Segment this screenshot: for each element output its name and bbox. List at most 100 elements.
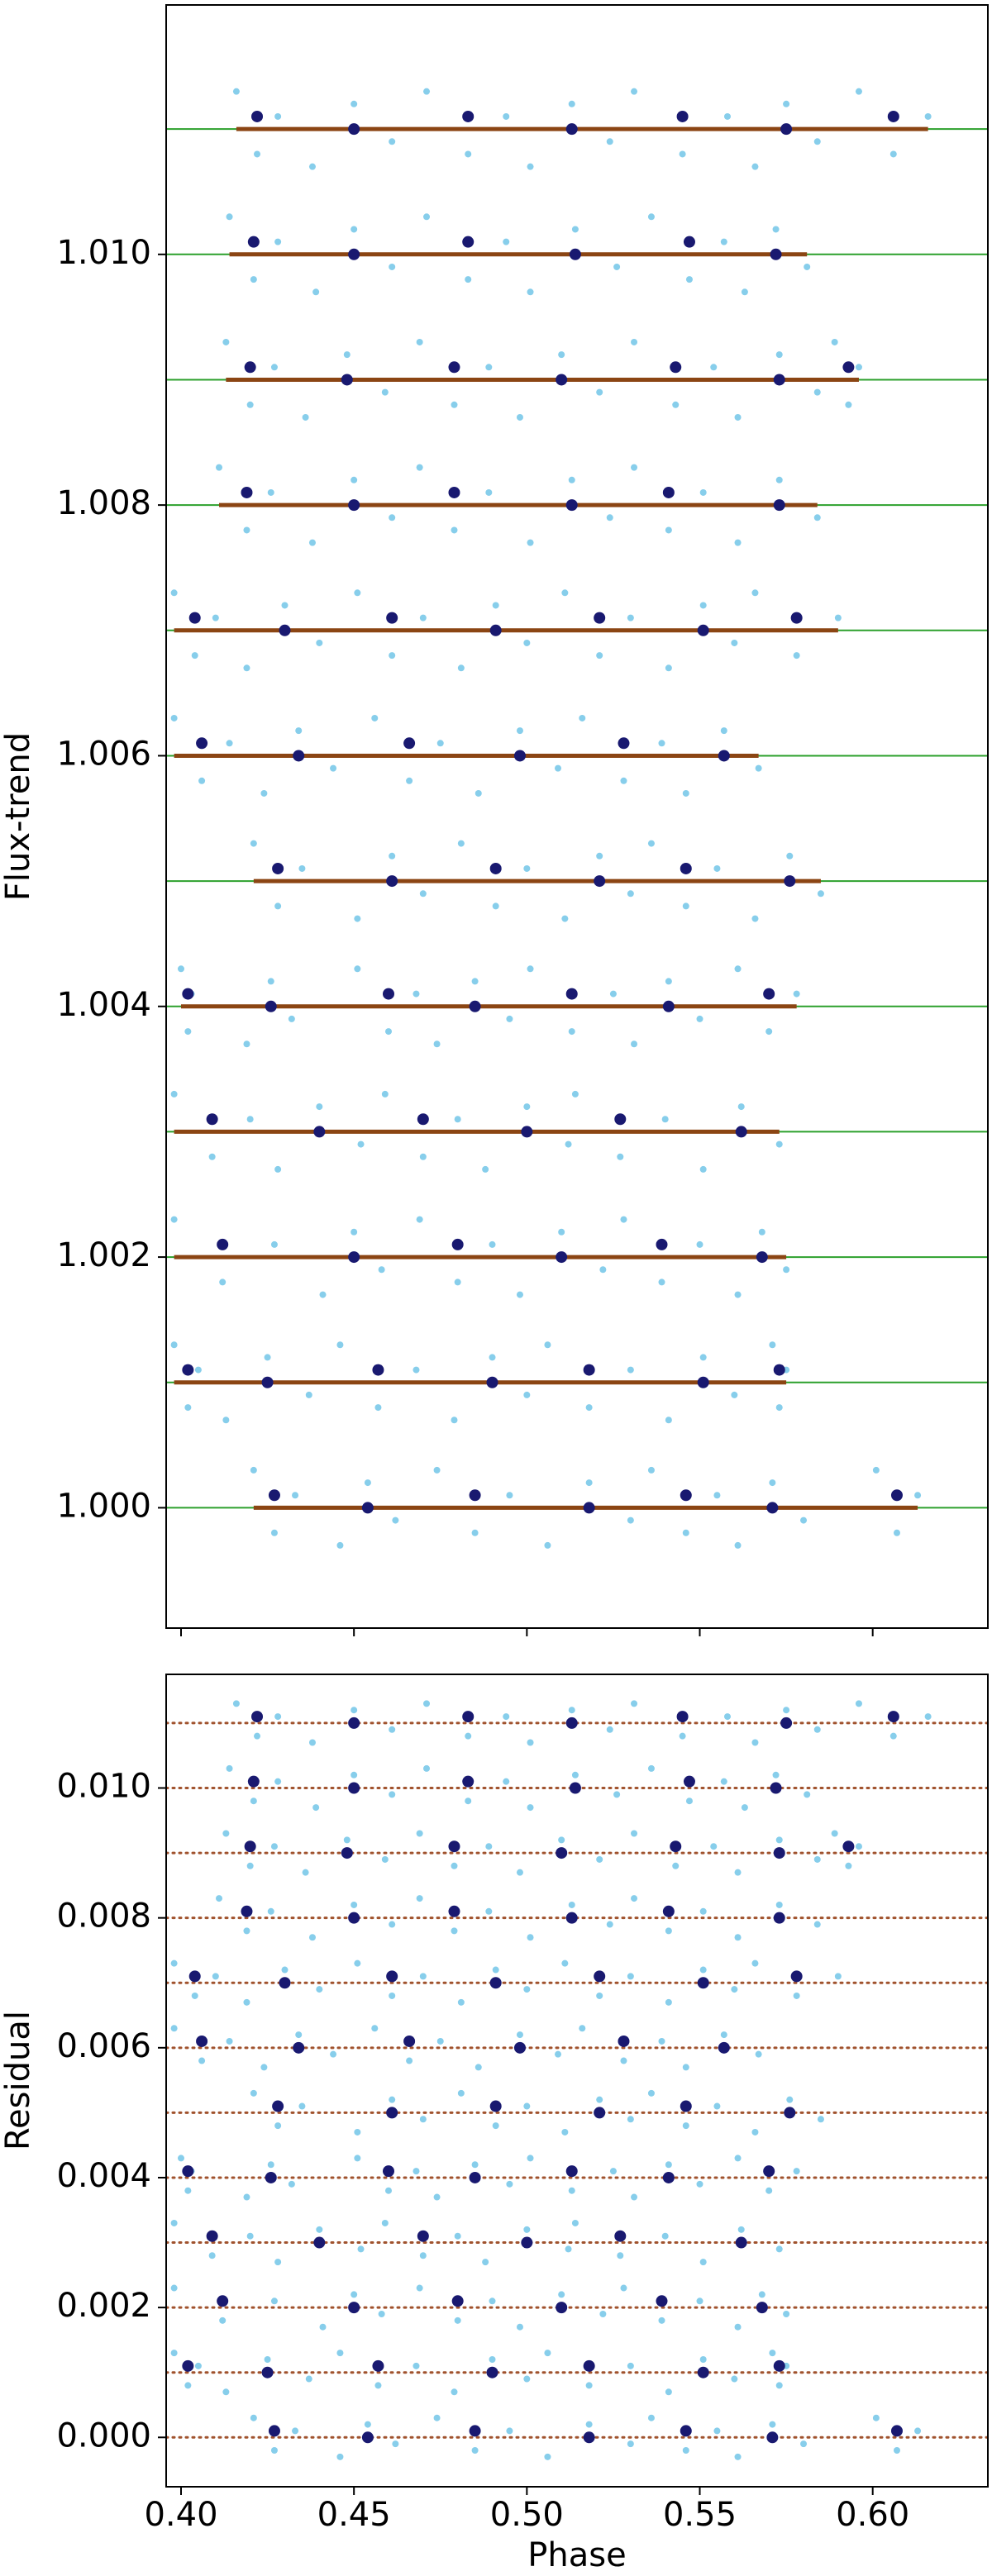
data-point [170, 2219, 178, 2226]
data-point [448, 486, 460, 498]
data-point [527, 1739, 534, 1746]
data-point [392, 2440, 399, 2448]
data-point [351, 1228, 358, 1236]
data-point [243, 1998, 250, 2006]
data-point [682, 2064, 689, 2071]
data-point [658, 1278, 665, 1286]
data-point [489, 2100, 502, 2112]
data-point [770, 1782, 782, 1794]
data-point [206, 1113, 218, 1126]
data-point [647, 1466, 655, 1474]
data-point [544, 1541, 551, 1549]
data-point [354, 2155, 361, 2162]
data-point [423, 1764, 431, 1772]
panel: 0.000 0.002 0.004 0.006 0.008 0.010 0.40 0.45 0.… [0, 1674, 989, 2574]
data-point [568, 2187, 575, 2194]
data-point [212, 1973, 219, 1980]
data-point [489, 1977, 502, 1989]
data-point [457, 2089, 465, 2097]
data-point [565, 499, 578, 512]
data-point [544, 2453, 551, 2460]
data-point [348, 499, 360, 512]
data-point [246, 401, 254, 408]
data-point [448, 1840, 460, 1853]
data-point [741, 1804, 748, 1812]
data-point [308, 1934, 316, 1941]
data-point [357, 1140, 365, 1148]
data-point [720, 1778, 727, 1785]
panel: 1.000 1.002 1.004 1.006 1.008 1.010 Flux-trend [0, 4, 989, 1636]
data-point [606, 514, 613, 521]
data-point [489, 2355, 496, 2363]
data-point [784, 2107, 796, 2119]
data-point [244, 361, 256, 374]
data-point [682, 902, 689, 910]
data-point [554, 2050, 561, 2058]
data-point [817, 890, 824, 898]
data-point [751, 163, 759, 170]
y-tick-label: 0.010 [56, 1768, 151, 1806]
data-point [272, 862, 284, 874]
data-point [188, 1970, 201, 1983]
data-point [775, 1901, 783, 1908]
data-point [813, 1921, 821, 1928]
data-point [544, 2350, 551, 2357]
data-point [568, 1028, 575, 1036]
data-point [613, 263, 621, 270]
data-point [382, 988, 394, 1000]
data-point [665, 2388, 672, 2396]
data-point [793, 1992, 800, 1999]
data-point [351, 1771, 358, 1778]
data-point [658, 740, 665, 747]
data-point [492, 1966, 499, 1974]
data-point [475, 2064, 482, 2071]
data-point [558, 1836, 565, 1844]
data-point [351, 1707, 358, 1714]
data-point [485, 364, 493, 371]
data-point [416, 2284, 423, 2292]
data-point [683, 236, 695, 248]
data-point [734, 1934, 742, 1941]
data-point [773, 2359, 785, 2372]
data-point [914, 2427, 922, 2435]
x-tick-label: 0.50 [490, 2496, 564, 2534]
data-point [734, 2453, 742, 2460]
data-point [620, 2284, 627, 2292]
data-point [182, 2359, 194, 2372]
data-point [523, 1986, 531, 1993]
data-point [503, 238, 510, 245]
data-point [845, 401, 852, 408]
data-point [713, 864, 721, 872]
data-point [568, 476, 575, 483]
data-point [292, 1492, 299, 1499]
data-point [734, 2155, 742, 2162]
data-point [319, 2323, 327, 2331]
data-point [341, 1847, 353, 1859]
data-point [682, 789, 689, 797]
data-point [751, 915, 759, 922]
data-point [770, 248, 782, 260]
data-point [889, 1732, 897, 1740]
data-point [845, 1862, 852, 1869]
data-point [454, 1116, 461, 1123]
data-point [406, 777, 413, 784]
data-point [423, 213, 431, 221]
data-point [579, 714, 586, 721]
data-point [758, 1228, 765, 1236]
y-tick-label: 1.006 [56, 735, 151, 773]
data-point [451, 2295, 464, 2307]
data-point [585, 2421, 593, 2428]
data-point [170, 1216, 178, 1223]
data-point [890, 2425, 903, 2437]
data-point [568, 1901, 575, 1908]
data-point [274, 2122, 282, 2130]
data-point [241, 486, 253, 498]
data-point [413, 2168, 420, 2175]
data-point [661, 1116, 669, 1123]
data-point [763, 988, 775, 1000]
data-point [451, 1927, 458, 1935]
data-point [734, 539, 742, 546]
data-point [676, 1711, 689, 1723]
data-point [773, 1912, 785, 1924]
data-point [890, 1489, 903, 1502]
